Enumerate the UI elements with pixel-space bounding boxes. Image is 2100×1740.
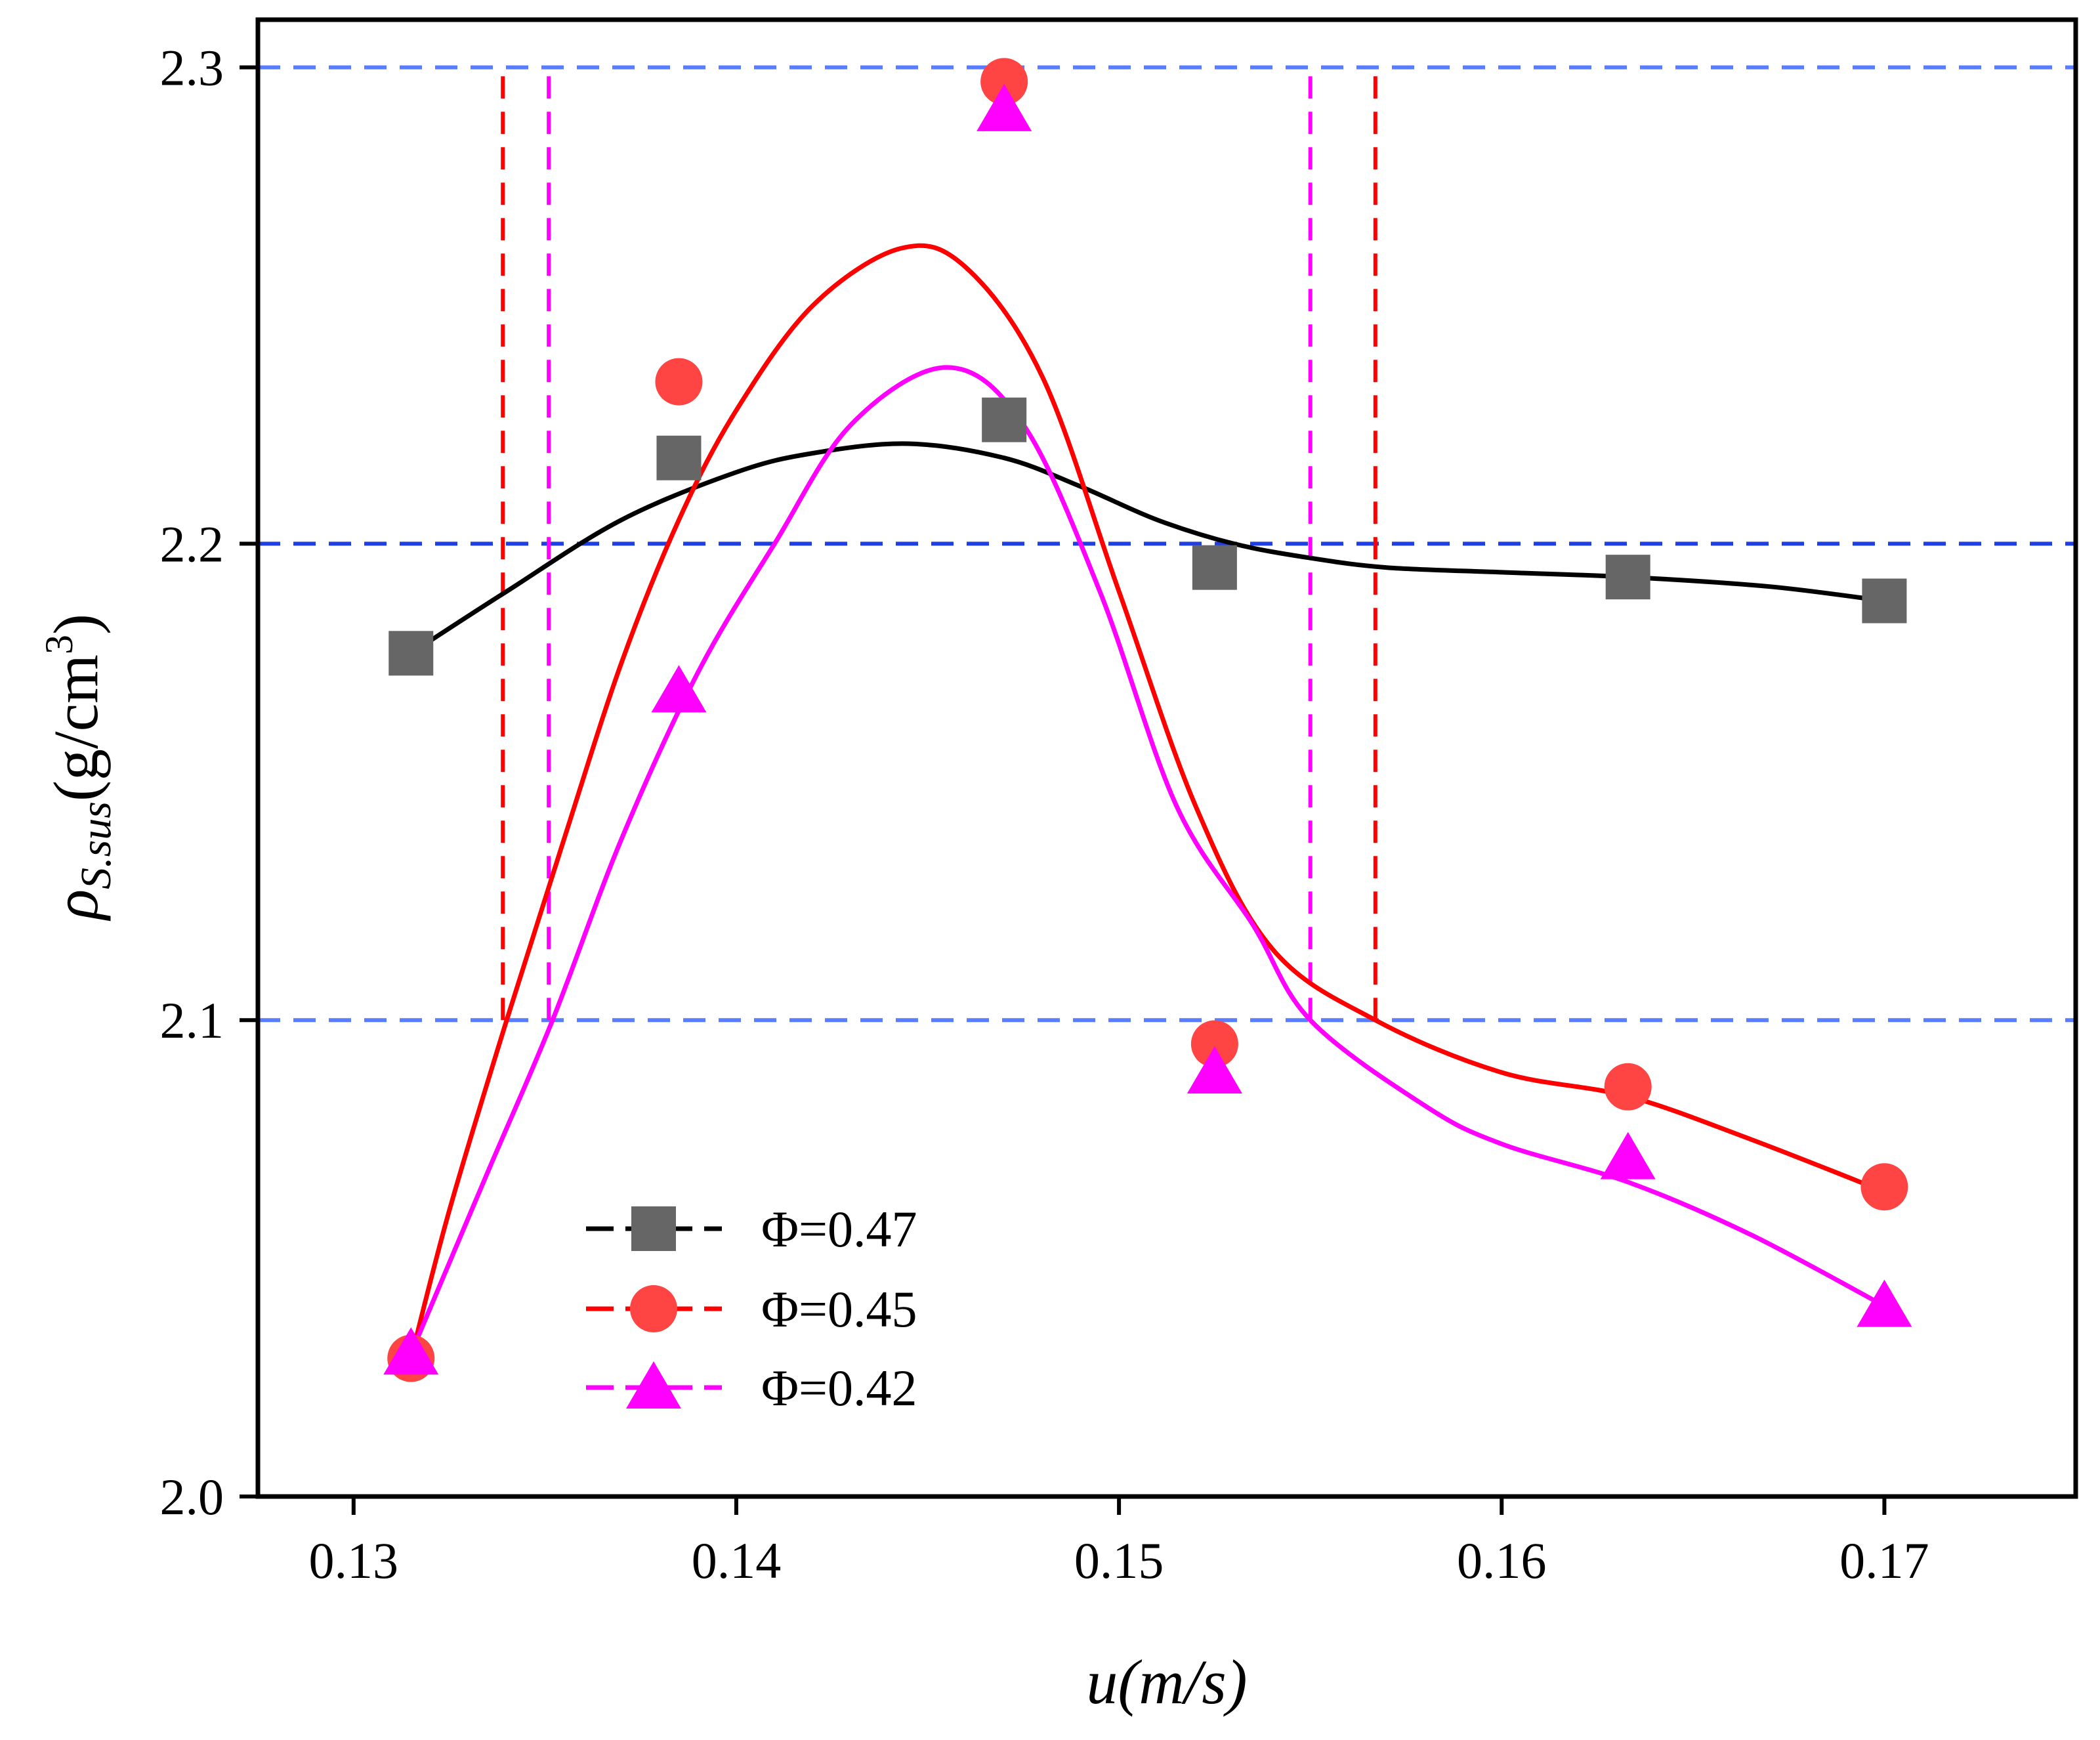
data-point-series-1-1 bbox=[655, 358, 703, 406]
data-point-series-0-5 bbox=[1862, 578, 1907, 624]
y-tick-label-1: 2.1 bbox=[160, 992, 224, 1049]
data-point-series-2-5 bbox=[1857, 1279, 1912, 1327]
y-axis-title: ρS.sus(g/cm3) bbox=[37, 614, 120, 922]
data-point-series-2-0 bbox=[383, 1327, 439, 1375]
y-axis-title-unit-close: ) bbox=[41, 614, 111, 635]
plot-frame bbox=[255, 17, 2078, 1499]
legend-marker-1 bbox=[630, 1285, 677, 1332]
legend: Φ=0.47 Φ=0.45 Φ=0.42 bbox=[586, 1200, 917, 1416]
y-axis-title-unit: (g/cm bbox=[41, 654, 111, 801]
data-point-series-0-0 bbox=[388, 631, 434, 676]
x-axis-title: u(m/s) bbox=[1086, 1647, 1247, 1717]
data-point-series-0-2 bbox=[982, 397, 1027, 442]
data-markers bbox=[383, 58, 1912, 1382]
legend-label-1: Φ=0.45 bbox=[761, 1281, 917, 1338]
data-point-series-2-2 bbox=[976, 83, 1032, 131]
fit-curve-series-2 bbox=[408, 365, 1887, 1356]
x-tick-label-3: 0.16 bbox=[1457, 1532, 1547, 1589]
data-point-series-1-3 bbox=[1190, 1020, 1238, 1068]
fit-curves bbox=[408, 243, 1887, 1361]
x-tick-label-2: 0.15 bbox=[1074, 1532, 1164, 1589]
data-point-series-2-4 bbox=[1600, 1132, 1656, 1179]
fit-curve-series-1 bbox=[408, 243, 1887, 1361]
axis-ticks: 0.13 0.14 0.15 0.16 0.17 2.0 2.1 2.2 2.3 bbox=[160, 39, 1929, 1589]
x-tick-label-1: 0.14 bbox=[692, 1532, 782, 1589]
data-point-series-2-1 bbox=[651, 665, 707, 713]
legend-label-2: Φ=0.42 bbox=[761, 1359, 917, 1416]
x-tick-label-4: 0.17 bbox=[1839, 1532, 1929, 1589]
y-axis-title-subscript: S.sus bbox=[72, 801, 120, 889]
data-point-series-0-1 bbox=[656, 435, 702, 480]
data-point-series-0-3 bbox=[1192, 545, 1237, 590]
data-point-series-2-3 bbox=[1186, 1046, 1242, 1094]
data-point-series-1-4 bbox=[1604, 1063, 1652, 1111]
y-tick-label-3: 2.3 bbox=[160, 39, 224, 96]
data-point-series-1-5 bbox=[1860, 1163, 1908, 1211]
y-tick-label-0: 2.0 bbox=[160, 1468, 224, 1525]
legend-marker-2 bbox=[626, 1361, 681, 1409]
x-tick-label-0: 0.13 bbox=[309, 1532, 399, 1589]
reference-lines bbox=[258, 65, 2076, 1023]
legend-label-0: Φ=0.47 bbox=[761, 1200, 917, 1258]
y-axis-title-unit-sup: 3 bbox=[37, 635, 81, 654]
fit-curve-series-0 bbox=[408, 441, 1887, 656]
y-tick-label-2: 2.2 bbox=[160, 515, 224, 572]
legend-marker-0 bbox=[631, 1206, 676, 1251]
data-point-series-1-2 bbox=[980, 58, 1028, 106]
y-axis-title-rho: ρ bbox=[41, 889, 111, 922]
data-point-series-0-4 bbox=[1605, 555, 1650, 600]
